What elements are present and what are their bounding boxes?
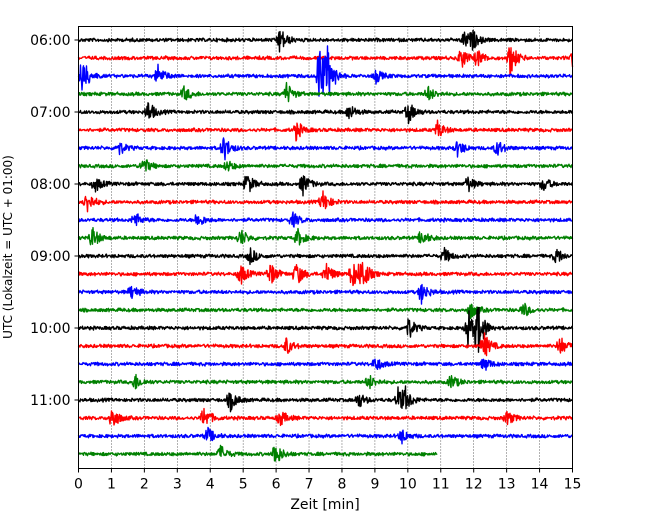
seismic-trace-1045	[77, 373, 573, 390]
y-tick-label: 06:00	[30, 33, 70, 49]
x-tick-label: 15	[564, 477, 582, 493]
x-tick-label: 14	[531, 477, 549, 493]
seismic-trace-0645	[77, 81, 574, 103]
x-tick-label: 4	[206, 477, 215, 493]
x-tick-label: 0	[74, 477, 83, 493]
x-tick-label: 10	[399, 477, 417, 493]
seismic-trace-1100	[77, 385, 573, 413]
y-axis-label: UTC (Lokalzeit = UTC + 01:00)	[1, 155, 15, 339]
seismic-trace-0815	[77, 190, 573, 213]
y-tick-label: 10:00	[30, 321, 70, 337]
x-tick-label: 12	[465, 477, 483, 493]
x-tick-label: 6	[272, 477, 281, 493]
traces	[77, 29, 574, 462]
plot-frame	[78, 26, 573, 469]
seismic-trace-0945	[78, 302, 574, 319]
y-tick-label: 07:00	[30, 105, 70, 121]
seismic-trace-0800	[78, 175, 573, 197]
x-tick-label: 8	[338, 477, 347, 493]
x-tick-label: 5	[239, 477, 248, 493]
x-tick-label: 11	[432, 477, 450, 493]
seismic-trace-0930	[77, 283, 574, 305]
y-tick-label: 11:00	[30, 393, 70, 409]
x-tick-label: 2	[140, 477, 149, 493]
seismic-trace-0745	[77, 159, 574, 172]
seismic-trace-1015	[77, 332, 574, 357]
seismic-trace-1030	[77, 358, 573, 371]
seismic-trace-0700	[77, 102, 574, 125]
seismic-trace-0830	[78, 211, 573, 228]
x-tick-label: 13	[498, 477, 516, 493]
seismic-trace-0600	[77, 29, 574, 53]
seismic-trace-0630	[77, 45, 573, 97]
seismic-trace-0915	[77, 261, 574, 287]
seismic-trace-0715	[77, 119, 573, 142]
y-tick-label: 09:00	[30, 249, 70, 265]
x-axis-label: Zeit [min]	[290, 497, 359, 513]
seismic-trace-0900	[78, 246, 573, 266]
seismic-trace-1000	[77, 306, 574, 353]
x-tick-label: 7	[305, 477, 314, 493]
x-tick-label: 9	[370, 477, 379, 493]
seismic-trace-1130	[77, 426, 574, 445]
seismic-trace-1145	[78, 444, 438, 462]
seismic-trace-0730	[77, 137, 574, 161]
y-axis-ticks: 06:00 07:00 08:00 09:00 10:00 11:00	[30, 33, 79, 409]
seismic-trace-0845	[77, 227, 574, 246]
seismic-trace-1115	[78, 407, 574, 427]
x-tick-label: 3	[173, 477, 182, 493]
x-tick-label: 1	[107, 477, 116, 493]
y-tick-label: 08:00	[30, 177, 70, 193]
x-axis-ticks: 0 1 2 3 4 5 6 7 8 9 10 11 12 13 14 15	[74, 468, 582, 493]
